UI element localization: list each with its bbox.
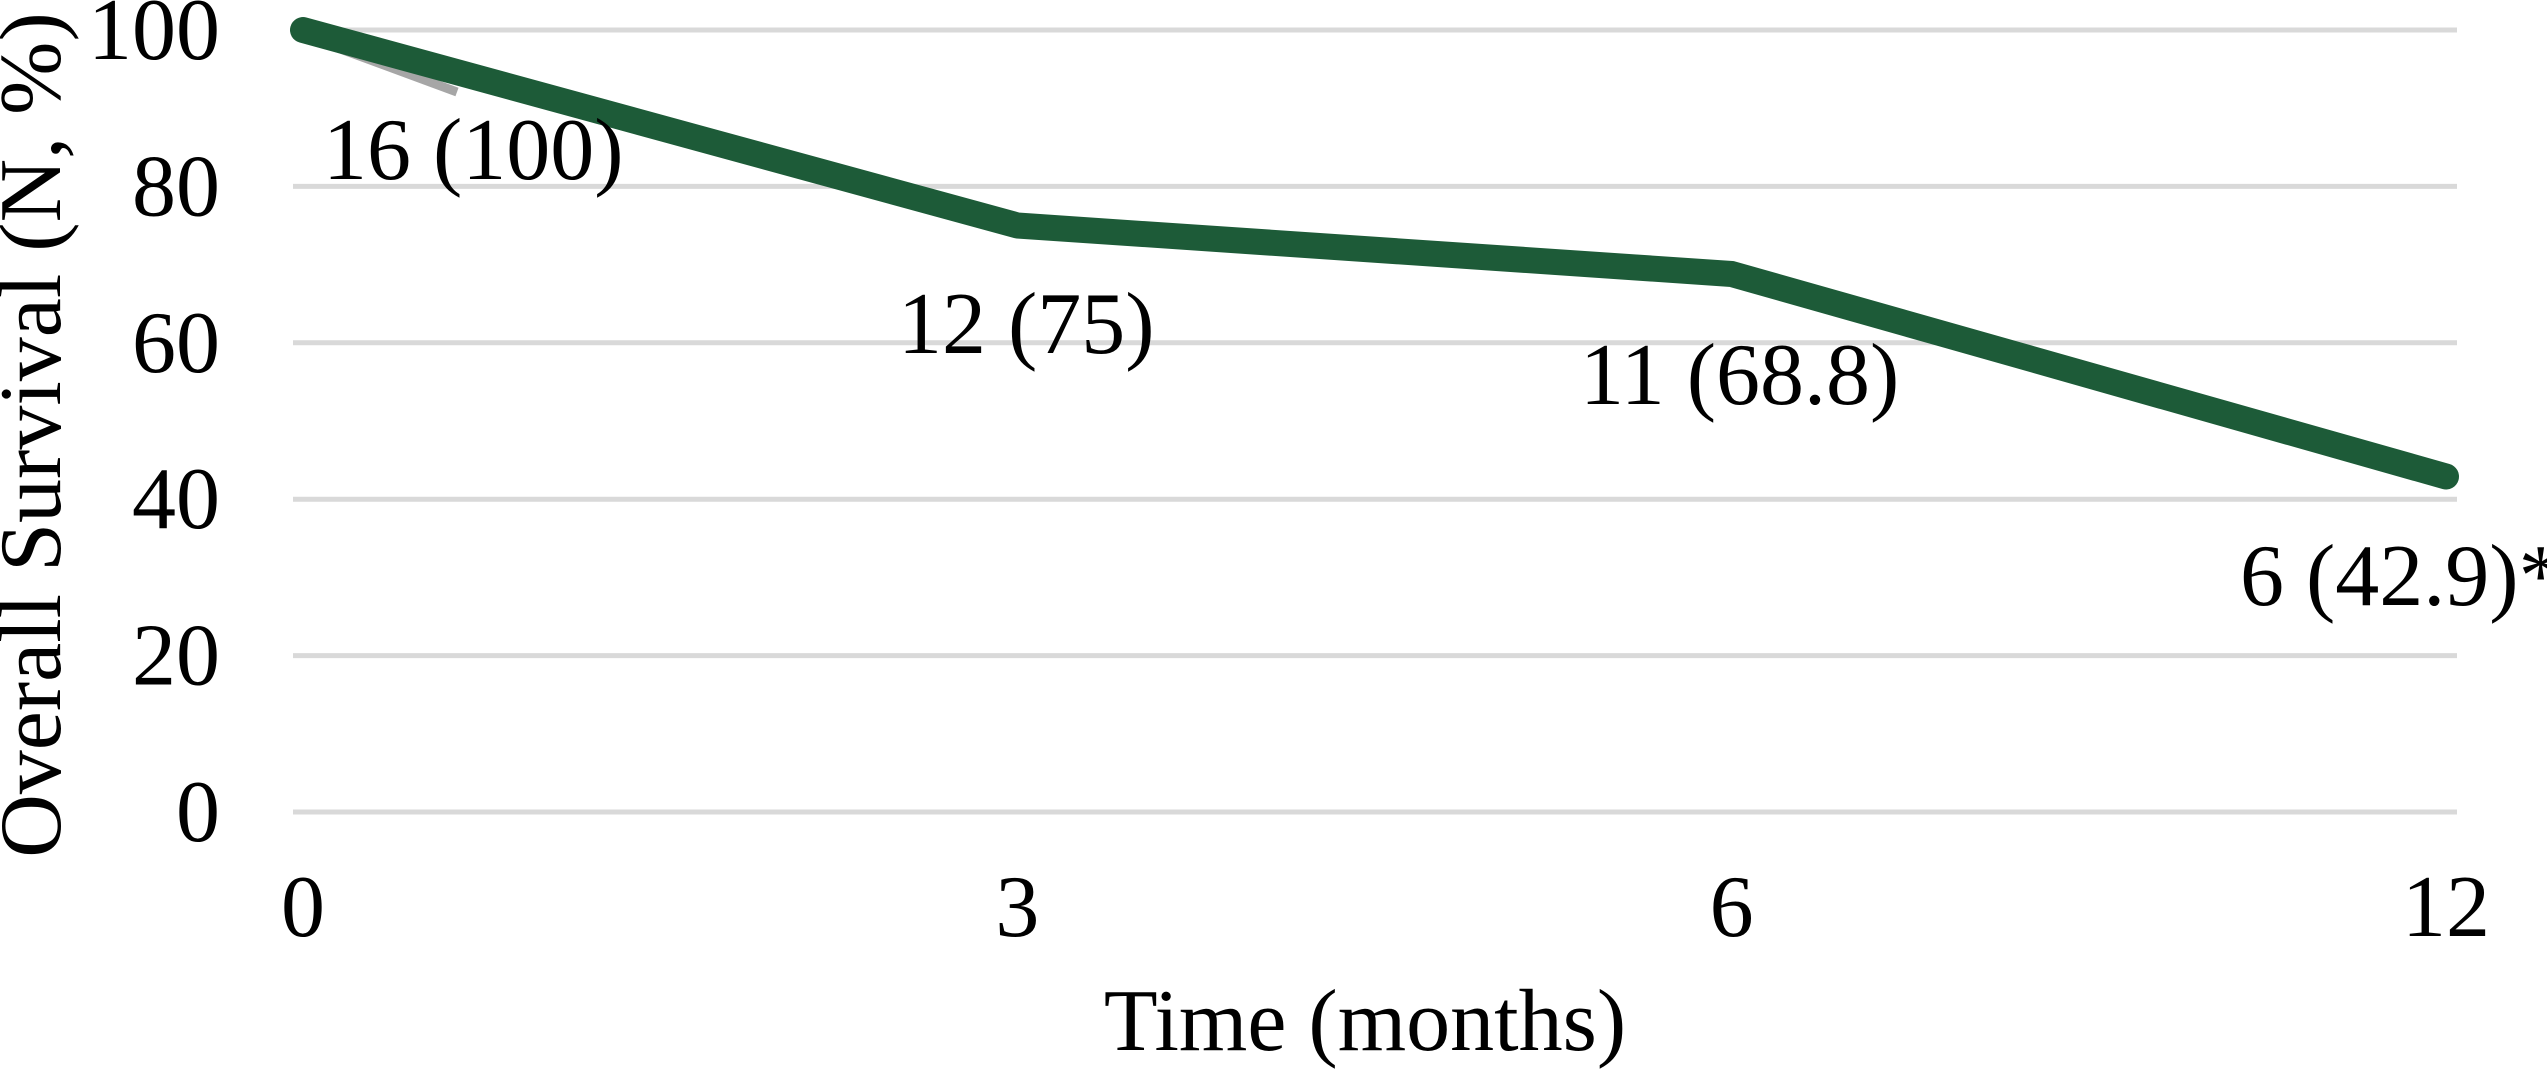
survival-line [290,17,2459,490]
data-point-labels: 16 (100) 12 (75) 11 (68.8) 6 (42.9)* [323,102,2547,625]
x-tick-label: 6 [1710,859,1754,956]
y-tick-label: 20 [132,608,220,705]
y-tick-label: 40 [132,451,220,548]
data-point-label: 11 (68.8) [1580,327,1899,424]
y-tick-label: 0 [176,764,220,861]
gridlines-group [293,27,2457,815]
x-axis-title: Time (months) [1104,973,1626,1070]
series-group [290,17,2459,490]
y-tick-label: 100 [88,0,220,79]
y-tick-label: 60 [132,295,220,392]
y-tick-label: 80 [132,138,220,235]
data-point-label: 16 (100) [323,102,624,199]
x-tick-label: 3 [995,859,1039,956]
data-point-label: 12 (75) [898,276,1155,373]
x-axis-tick-labels: 0 3 6 12 [281,859,2490,956]
x-tick-label: 12 [2402,859,2490,956]
y-axis-tick-labels: 100 80 60 40 20 0 [88,0,220,861]
data-point-label: 6 (42.9)* [2240,528,2547,625]
x-tick-label: 0 [281,859,325,956]
y-axis-title: Overall Survival (N, %) [0,12,80,858]
